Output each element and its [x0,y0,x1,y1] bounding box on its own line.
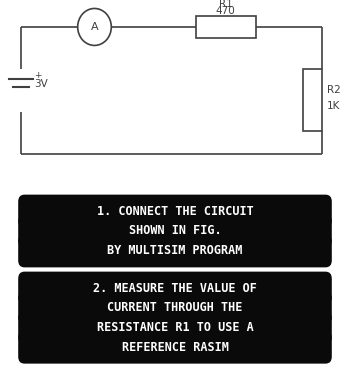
Text: REFERENCE RASIM: REFERENCE RASIM [121,341,229,354]
Text: 1K: 1K [327,101,341,111]
Text: BY MULTISIM PROGRAM: BY MULTISIM PROGRAM [107,244,243,258]
Text: SHOWN IN FIG.: SHOWN IN FIG. [129,224,221,238]
FancyBboxPatch shape [18,272,332,305]
Bar [196,16,256,37]
Text: +: + [34,71,42,80]
Circle shape [78,8,111,45]
Text: CURRENT THROUGH THE: CURRENT THROUGH THE [107,301,243,314]
Text: A: A [91,22,98,32]
Text: 3V: 3V [34,79,48,89]
FancyBboxPatch shape [18,311,332,344]
FancyBboxPatch shape [18,291,332,324]
Text: 2. MEASURE THE VALUE OF: 2. MEASURE THE VALUE OF [93,281,257,295]
FancyBboxPatch shape [18,234,332,267]
Text: R2: R2 [327,85,341,95]
Text: 1. CONNECT THE CIRCUIT: 1. CONNECT THE CIRCUIT [97,204,253,218]
Text: R1: R1 [219,0,233,9]
FancyBboxPatch shape [18,214,332,248]
FancyBboxPatch shape [18,195,332,228]
Text: RESISTANCE R1 TO USE A: RESISTANCE R1 TO USE A [97,321,253,334]
Bar [303,69,322,131]
FancyBboxPatch shape [18,331,332,363]
Text: 470: 470 [216,6,236,15]
